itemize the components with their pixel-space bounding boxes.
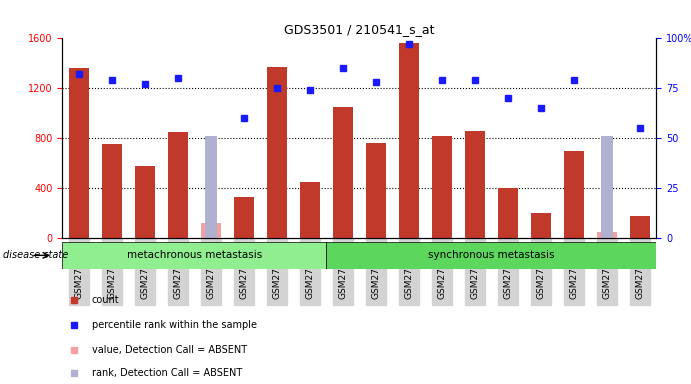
- Bar: [201, 223, 220, 238]
- Bar: [564, 151, 584, 238]
- Bar: [168, 132, 188, 238]
- Bar: [498, 188, 518, 238]
- Text: value, Detection Call = ABSENT: value, Detection Call = ABSENT: [92, 344, 247, 354]
- Title: GDS3501 / 210541_s_at: GDS3501 / 210541_s_at: [284, 23, 435, 36]
- Bar: [135, 166, 155, 238]
- Text: rank, Detection Call = ABSENT: rank, Detection Call = ABSENT: [92, 368, 242, 378]
- Text: metachronous metastasis: metachronous metastasis: [126, 250, 262, 260]
- Text: disease state: disease state: [3, 250, 68, 260]
- Bar: [531, 213, 551, 238]
- Bar: [630, 216, 650, 238]
- Text: percentile rank within the sample: percentile rank within the sample: [92, 320, 257, 330]
- Bar: [366, 143, 386, 238]
- Bar: [399, 43, 419, 238]
- Text: synchronous metastasis: synchronous metastasis: [428, 250, 555, 260]
- Bar: [234, 197, 254, 238]
- Bar: [69, 68, 88, 238]
- Bar: [465, 131, 485, 238]
- Bar: [300, 182, 320, 238]
- FancyBboxPatch shape: [62, 242, 326, 269]
- Bar: [267, 67, 287, 238]
- Bar: [102, 144, 122, 238]
- FancyBboxPatch shape: [326, 242, 656, 269]
- Text: count: count: [92, 295, 120, 305]
- Bar: [205, 136, 217, 238]
- Bar: [333, 107, 352, 238]
- Bar: [601, 136, 613, 238]
- Bar: [432, 136, 452, 238]
- Bar: [597, 232, 617, 238]
